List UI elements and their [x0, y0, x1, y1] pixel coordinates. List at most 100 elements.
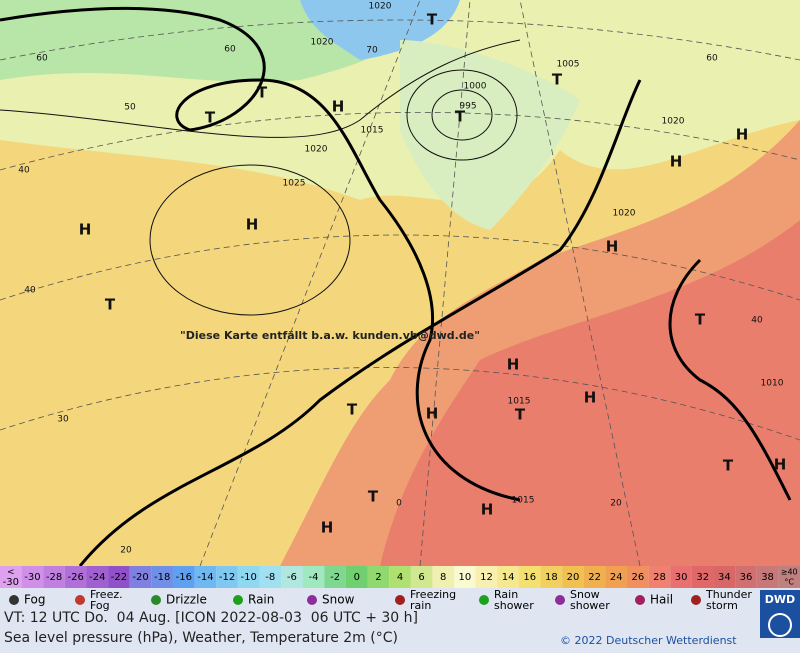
pressure-center: T	[552, 71, 563, 89]
scale-label: 34	[718, 572, 731, 583]
notice: "Diese Karte entfällt b.a.w. kunden.vb@d…	[180, 329, 480, 342]
pressure-center: T	[347, 401, 358, 419]
legend-symbol	[307, 595, 317, 605]
legend-symbol	[479, 595, 489, 605]
scale-cell	[583, 566, 606, 588]
scale-label: -2	[330, 572, 340, 583]
grid-label: 40	[18, 166, 30, 176]
scale-label: -20	[132, 572, 148, 583]
pressure-center: T	[427, 11, 438, 29]
scale-label: -30	[24, 572, 40, 583]
isobar-label: 1010	[761, 379, 784, 389]
logo: DWD	[765, 593, 795, 606]
scale-label: °C	[784, 578, 794, 587]
pressure-center: H	[774, 456, 787, 474]
scale-label: 14	[502, 572, 515, 583]
grid-label: 40	[751, 316, 763, 326]
scale-label: 24	[610, 572, 623, 583]
pressure-center: T	[455, 108, 466, 126]
isobar-label: 1025	[283, 179, 306, 189]
scale-cell	[172, 566, 195, 588]
legend-symbol	[691, 595, 701, 605]
grid-label: 60	[706, 54, 718, 64]
scale-label: -10	[240, 572, 256, 583]
pressure-center: T	[723, 457, 734, 475]
scale-label: -6	[287, 572, 297, 583]
pressure-center: H	[670, 153, 683, 171]
scale-cell	[756, 566, 779, 588]
scale-cell	[713, 566, 736, 588]
scale-label: 22	[588, 572, 601, 583]
scale-cell	[605, 566, 628, 588]
isobar-label: 1015	[512, 496, 535, 506]
scale-cell	[691, 566, 714, 588]
scale-cell	[281, 566, 303, 588]
legend-symbol	[75, 595, 85, 605]
scale-label: -30	[3, 577, 19, 588]
pressure-center: H	[507, 356, 520, 374]
scale-label: -12	[219, 572, 235, 583]
scale-cell	[735, 566, 757, 588]
scale-label: -18	[154, 572, 170, 583]
scale-cell	[108, 566, 130, 588]
scale-label: 12	[480, 572, 493, 583]
legend-label: Snow	[322, 593, 355, 607]
pressure-center: H	[426, 405, 439, 423]
isobar-label: 995	[459, 102, 476, 112]
pressure-center: H	[321, 519, 334, 537]
scale-cell	[497, 566, 519, 588]
pressure-center: H	[332, 98, 345, 116]
legend-label: Fog	[24, 593, 45, 607]
legend-label: Rain shower	[494, 590, 534, 612]
isobar-label: 1020	[311, 38, 334, 48]
map: H H H H H H H H H H H H T T T T T T T T T T T 1020 1020 1005 1000 9…	[0, 0, 800, 566]
pressure-center: H	[481, 501, 494, 519]
scale-cell	[410, 566, 433, 588]
legend-symbol	[151, 595, 161, 605]
scale-label: -26	[68, 572, 84, 583]
scale-cell	[0, 566, 22, 588]
isobar-label: 1020	[305, 145, 328, 155]
description: Sea level pressure (hPa), Weather, Tempe…	[4, 630, 398, 646]
scale-cell	[237, 566, 260, 588]
scale-label: -8	[265, 572, 275, 583]
legend-label: Rain	[248, 593, 274, 607]
scale-cell	[432, 566, 455, 588]
legend-symbol	[9, 595, 19, 605]
pressure-center: H	[584, 389, 597, 407]
isobar-label: 1020	[662, 117, 685, 127]
scale-label: -22	[111, 572, 127, 583]
scale-label: 6	[418, 572, 424, 583]
pressure-center: T	[695, 311, 706, 329]
grid-label: 30	[57, 415, 69, 425]
scale-cell	[194, 566, 217, 588]
isobar-label: 1000	[464, 82, 487, 92]
pressure-center: H	[246, 216, 259, 234]
scale-label: 2	[375, 572, 381, 583]
scale-cell	[670, 566, 692, 588]
scale-cell	[648, 566, 671, 588]
legend-symbol	[395, 595, 405, 605]
scale-cell	[324, 566, 346, 588]
scale-label: -24	[89, 572, 105, 583]
scale-label: 18	[545, 572, 558, 583]
scale-cell	[43, 566, 65, 588]
grid-label: 50	[124, 103, 136, 113]
scale-cell	[151, 566, 173, 588]
scale-cell	[518, 566, 541, 588]
scale-label: 38	[761, 572, 774, 583]
legend-label: Thunder storm	[705, 590, 752, 612]
pressure-center: T	[105, 296, 116, 314]
scale-label: 16	[523, 572, 536, 583]
scale-cell	[64, 566, 87, 588]
grid-label: 60	[224, 45, 236, 55]
scale-label: 28	[653, 572, 666, 583]
grid-label: 60	[36, 54, 48, 64]
scale-cell	[216, 566, 238, 588]
valid-time: VT: 12 UTC Do. 04 Aug. [ICON 2022-08-03 …	[4, 610, 418, 626]
scale-cell	[475, 566, 498, 588]
scale-cell	[540, 566, 563, 588]
scale-cell	[389, 566, 411, 588]
scale-label: 10	[458, 572, 471, 583]
